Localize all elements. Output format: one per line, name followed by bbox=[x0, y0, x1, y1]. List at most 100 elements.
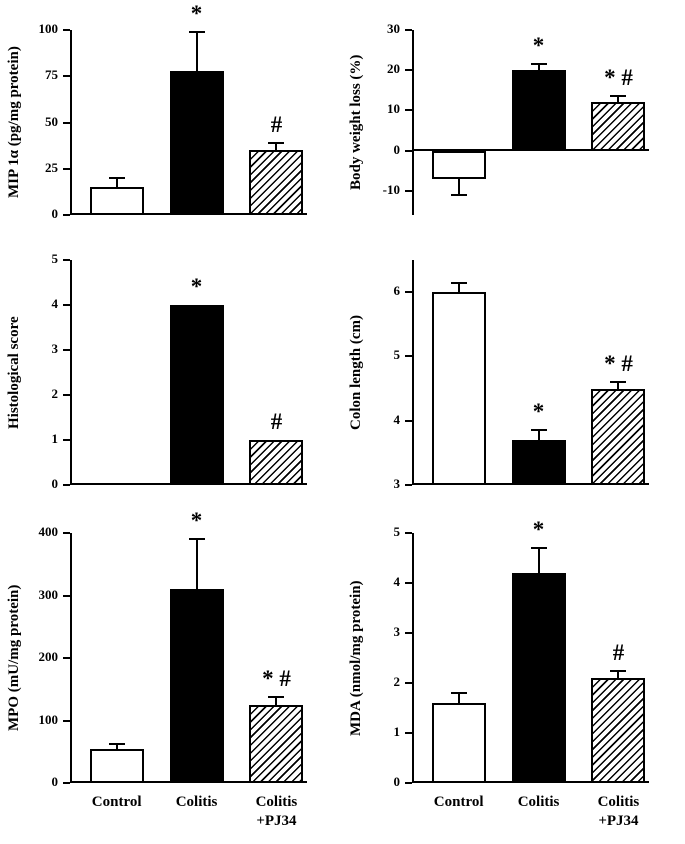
y-tick bbox=[405, 291, 412, 294]
y-tick bbox=[63, 394, 70, 396]
bar-colitis-pj34 bbox=[249, 704, 304, 783]
y-tick bbox=[63, 259, 70, 261]
significance-marker: * # bbox=[262, 666, 291, 692]
y-axis-label: MDA (nmol/mg protein) bbox=[348, 580, 364, 736]
bar-control bbox=[431, 292, 486, 485]
y-axis bbox=[412, 260, 414, 485]
y-tick-label: 0 bbox=[393, 774, 401, 789]
y-tick-label: 30 bbox=[387, 21, 400, 36]
chart-body-weight-loss: Body weight loss (%) -10 0 10 20 30 * * # bbox=[342, 0, 685, 235]
bar-control bbox=[431, 703, 486, 783]
y-tick-label: 75 bbox=[45, 67, 58, 83]
y-tick-label: 25 bbox=[45, 159, 58, 175]
y-tick-label: 3 bbox=[393, 624, 401, 639]
significance-marker: # bbox=[612, 639, 625, 665]
error-bar-cap bbox=[108, 177, 125, 179]
plot-area-histological-score: 0 1 2 3 4 5 * # bbox=[52, 251, 307, 491]
y-axis-label: Histological score bbox=[6, 316, 22, 429]
error-bar-line bbox=[537, 548, 540, 573]
y-tick bbox=[405, 682, 412, 684]
y-tick bbox=[405, 632, 412, 634]
y-tick-label: 4 bbox=[393, 411, 401, 427]
bar-colitis bbox=[511, 573, 566, 783]
error-bar-cap bbox=[610, 381, 627, 384]
y-tick-label: 5 bbox=[51, 251, 59, 266]
y-tick bbox=[63, 304, 70, 306]
y-tick bbox=[405, 109, 412, 112]
bar-colitis bbox=[511, 440, 566, 485]
error-bar-line bbox=[617, 670, 620, 678]
error-bar-cap bbox=[530, 547, 547, 549]
y-tick-label: 6 bbox=[393, 283, 401, 299]
y-tick bbox=[63, 657, 70, 659]
y-axis bbox=[412, 533, 414, 783]
bar-colitis-pj34 bbox=[591, 388, 646, 485]
y-tick bbox=[405, 484, 412, 486]
bar-colitis-pj34 bbox=[591, 102, 646, 151]
error-bar-cap bbox=[268, 141, 285, 144]
error-bar-line bbox=[537, 430, 540, 440]
y-tick-label: 2 bbox=[51, 386, 59, 401]
chart-colon-length: Colon length (cm) 3 4 5 6 * * # bbox=[342, 235, 685, 505]
significance-marker: # bbox=[270, 111, 283, 137]
y-tick-label: 0 bbox=[51, 206, 59, 221]
error-bar-cap bbox=[530, 63, 547, 66]
error-bar-cap bbox=[610, 95, 627, 98]
y-tick bbox=[405, 355, 412, 358]
error-bar-line bbox=[457, 178, 460, 195]
y-tick bbox=[63, 782, 70, 784]
y-tick bbox=[405, 732, 412, 734]
y-tick-label: 5 bbox=[393, 524, 401, 539]
significance-marker: * bbox=[532, 33, 545, 59]
y-tick-label: 1 bbox=[393, 724, 401, 739]
error-bar-cap bbox=[450, 692, 467, 694]
significance-marker: * bbox=[190, 508, 203, 534]
bar-control bbox=[89, 748, 144, 783]
y-tick bbox=[63, 121, 70, 124]
y-tick bbox=[63, 719, 70, 722]
bar-colitis-pj34 bbox=[591, 678, 646, 783]
significance-marker: * bbox=[190, 0, 203, 26]
chart-mpo: MPO (mU/mg protein) 0 100 200 300 400 Control… bbox=[0, 505, 342, 844]
y-tick bbox=[405, 149, 412, 152]
y-tick-label: 100 bbox=[38, 21, 59, 36]
plot-area-mpo: 0 100 200 300 400 Control * Colitis * # Colitis +… bbox=[39, 508, 307, 829]
y-tick-label: 5 bbox=[393, 347, 401, 363]
y-tick-label: 10 bbox=[387, 101, 400, 117]
error-bar-cap bbox=[610, 669, 627, 672]
chart-histological-score: Histological score 0 1 2 3 4 5 * # bbox=[0, 235, 342, 505]
y-tick bbox=[405, 532, 412, 534]
significance-marker: * # bbox=[604, 351, 633, 377]
y-tick-label: 3 bbox=[51, 341, 59, 356]
error-bar-line bbox=[115, 178, 118, 188]
y-tick-label: -10 bbox=[382, 181, 400, 197]
x-tick-label: Colitis +PJ34 bbox=[255, 794, 298, 829]
y-tick bbox=[63, 214, 70, 216]
x-tick-label: Control bbox=[91, 794, 142, 810]
y-axis bbox=[70, 260, 72, 485]
error-bar-cap bbox=[530, 429, 547, 432]
y-tick bbox=[405, 582, 412, 584]
x-tick-label: Control bbox=[433, 794, 484, 810]
error-bar-cap bbox=[108, 742, 125, 745]
significance-marker: * bbox=[190, 274, 203, 299]
plot-area-mda: 0 1 2 3 4 5 Control * Colitis # Colitis +PJ34 bbox=[394, 517, 649, 829]
error-bar-cap bbox=[188, 538, 205, 541]
x-tick-label: Colitis bbox=[175, 794, 218, 810]
y-axis bbox=[70, 533, 72, 783]
error-bar-line bbox=[275, 142, 278, 151]
significance-marker: # bbox=[270, 409, 283, 434]
y-tick-label: 1 bbox=[51, 431, 59, 446]
chart-mda: MDA (nmol/mg protein) 0 1 2 3 4 5 Control * Coli… bbox=[342, 505, 685, 844]
error-bar-line bbox=[195, 539, 198, 590]
y-tick bbox=[63, 484, 70, 486]
error-bar-line bbox=[457, 282, 460, 293]
y-tick bbox=[63, 439, 70, 441]
y-tick bbox=[63, 349, 70, 351]
y-tick bbox=[405, 69, 412, 72]
bar-control bbox=[431, 150, 486, 179]
y-tick bbox=[63, 29, 70, 31]
y-axis bbox=[412, 30, 414, 215]
y-tick-label: 0 bbox=[51, 774, 59, 789]
chart-mip-1a: MIP 1α (pg/mg protein) 0 25 50 75 100 * # bbox=[0, 0, 342, 235]
